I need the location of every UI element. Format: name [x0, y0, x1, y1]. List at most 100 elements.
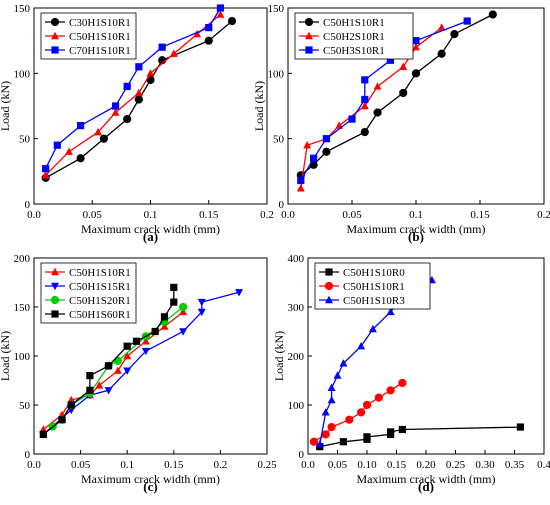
- x-tick-label: 0.25: [446, 459, 466, 471]
- data-point: [327, 422, 336, 432]
- legend-marker: [325, 295, 333, 304]
- legend-label: C30H1S10R1: [69, 17, 131, 29]
- data-point: [437, 23, 446, 31]
- legend-label: C50H1S10R0: [343, 267, 405, 279]
- data-point: [296, 184, 305, 192]
- data-point: [399, 88, 408, 98]
- data-point: [179, 307, 188, 316]
- y-tick-label: 100: [14, 351, 31, 363]
- data-point: [437, 49, 446, 58]
- data-point: [297, 176, 305, 185]
- legend-marker: [325, 268, 333, 276]
- data-point: [339, 438, 347, 446]
- data-point: [373, 108, 382, 117]
- legend-marker: [50, 295, 60, 305]
- data-point: [111, 108, 120, 116]
- y-axis-title: Load (kN): [252, 81, 266, 131]
- y-tick-label: 0: [299, 449, 305, 461]
- x-tick-label: 0.2: [260, 209, 274, 221]
- data-point: [58, 416, 66, 424]
- data-point: [348, 115, 356, 123]
- data-point: [361, 76, 369, 84]
- x-tick-label: 0.2: [214, 459, 228, 471]
- legend-label: C50H1S10R1: [323, 17, 385, 29]
- x-axis-title: Maximum crack width (mm): [357, 472, 496, 486]
- y-tick-label: 100: [268, 68, 285, 80]
- data-point: [95, 381, 104, 389]
- x-tick-label: 0.15: [164, 459, 184, 471]
- legend-marker: [324, 281, 334, 291]
- x-axis-title: Maximum crack width (mm): [81, 222, 220, 236]
- data-point: [360, 101, 369, 110]
- x-tick-label: 0.1: [409, 209, 423, 221]
- data-point: [361, 95, 369, 104]
- y-tick-label: 100: [288, 400, 305, 412]
- x-axis-title: Maximum crack width (mm): [81, 472, 220, 486]
- data-point: [357, 408, 366, 417]
- y-tick-label: 0: [279, 199, 285, 211]
- y-tick-label: 150: [268, 3, 285, 15]
- data-point: [64, 147, 73, 155]
- data-point: [170, 298, 178, 306]
- y-axis-title: Load (kN): [0, 331, 12, 381]
- data-point: [315, 440, 324, 448]
- panel-c: 0.0 0.05 0.1 0.15 0.2 0.25 0 50 100 150 200 Maximum…: [0, 253, 277, 494]
- legend-label: C50H3S10R1: [323, 45, 385, 57]
- data-point: [322, 135, 330, 143]
- data-point: [86, 386, 94, 394]
- x-tick-label: 0.0: [281, 209, 295, 221]
- data-point: [179, 302, 188, 312]
- data-point: [67, 401, 75, 409]
- data-point: [86, 372, 94, 380]
- legend-marker: [51, 31, 59, 40]
- data-point: [399, 62, 408, 70]
- y-tick-label: 200: [14, 253, 31, 265]
- y-tick-label: 0: [25, 199, 31, 211]
- x-tick-label: 0.2: [537, 209, 550, 221]
- data-point: [169, 49, 178, 57]
- panel-caption: (d): [418, 479, 434, 494]
- data-point: [160, 313, 169, 321]
- data-point: [463, 17, 471, 25]
- data-point: [193, 29, 202, 38]
- panel-d: 0.0 0.05 0.10 0.15 0.20 0.25 0.30 0.35 0.4 0 100 20…: [272, 253, 550, 494]
- series-line-c-2: [42, 291, 240, 435]
- x-tick-label: 0.1: [144, 209, 158, 221]
- y-tick-label: 50: [273, 134, 285, 146]
- legend-marker: [51, 267, 59, 276]
- legend-label: C50H1S10R1: [69, 267, 131, 279]
- data-point: [94, 127, 103, 136]
- legend-marker: [304, 17, 314, 27]
- x-tick-label: 0.25: [257, 459, 277, 471]
- data-point: [345, 415, 354, 424]
- data-point: [363, 433, 371, 441]
- y-tick-label: 300: [288, 302, 305, 314]
- data-point: [160, 322, 169, 330]
- data-point: [398, 378, 407, 388]
- data-point: [123, 367, 132, 375]
- panel-caption: (a): [143, 229, 158, 244]
- data-point: [357, 342, 366, 350]
- data-point: [146, 69, 155, 77]
- data-point: [310, 154, 318, 162]
- data-point: [123, 82, 131, 90]
- x-tick-label: 0.20: [416, 459, 436, 471]
- data-point: [516, 423, 524, 431]
- y-tick-label: 400: [288, 253, 305, 265]
- series-line-b-1: [300, 13, 494, 176]
- data-point: [104, 387, 113, 395]
- data-point: [412, 43, 420, 51]
- data-point: [373, 82, 382, 90]
- panel-caption: (b): [408, 229, 424, 244]
- data-point: [170, 283, 178, 291]
- x-tick-label: 0.0: [27, 209, 41, 221]
- data-point: [151, 327, 159, 336]
- data-point: [141, 337, 150, 345]
- data-point: [197, 298, 206, 307]
- data-point: [134, 95, 143, 104]
- data-point: [335, 121, 344, 129]
- x-tick-label: 0.0: [301, 459, 315, 471]
- legend-marker: [51, 310, 59, 318]
- y-tick-label: 100: [14, 68, 31, 80]
- panel-a: 0.0 0.05 0.1 0.15 0.2 0 50 100 150 Maximum crack …: [0, 3, 274, 244]
